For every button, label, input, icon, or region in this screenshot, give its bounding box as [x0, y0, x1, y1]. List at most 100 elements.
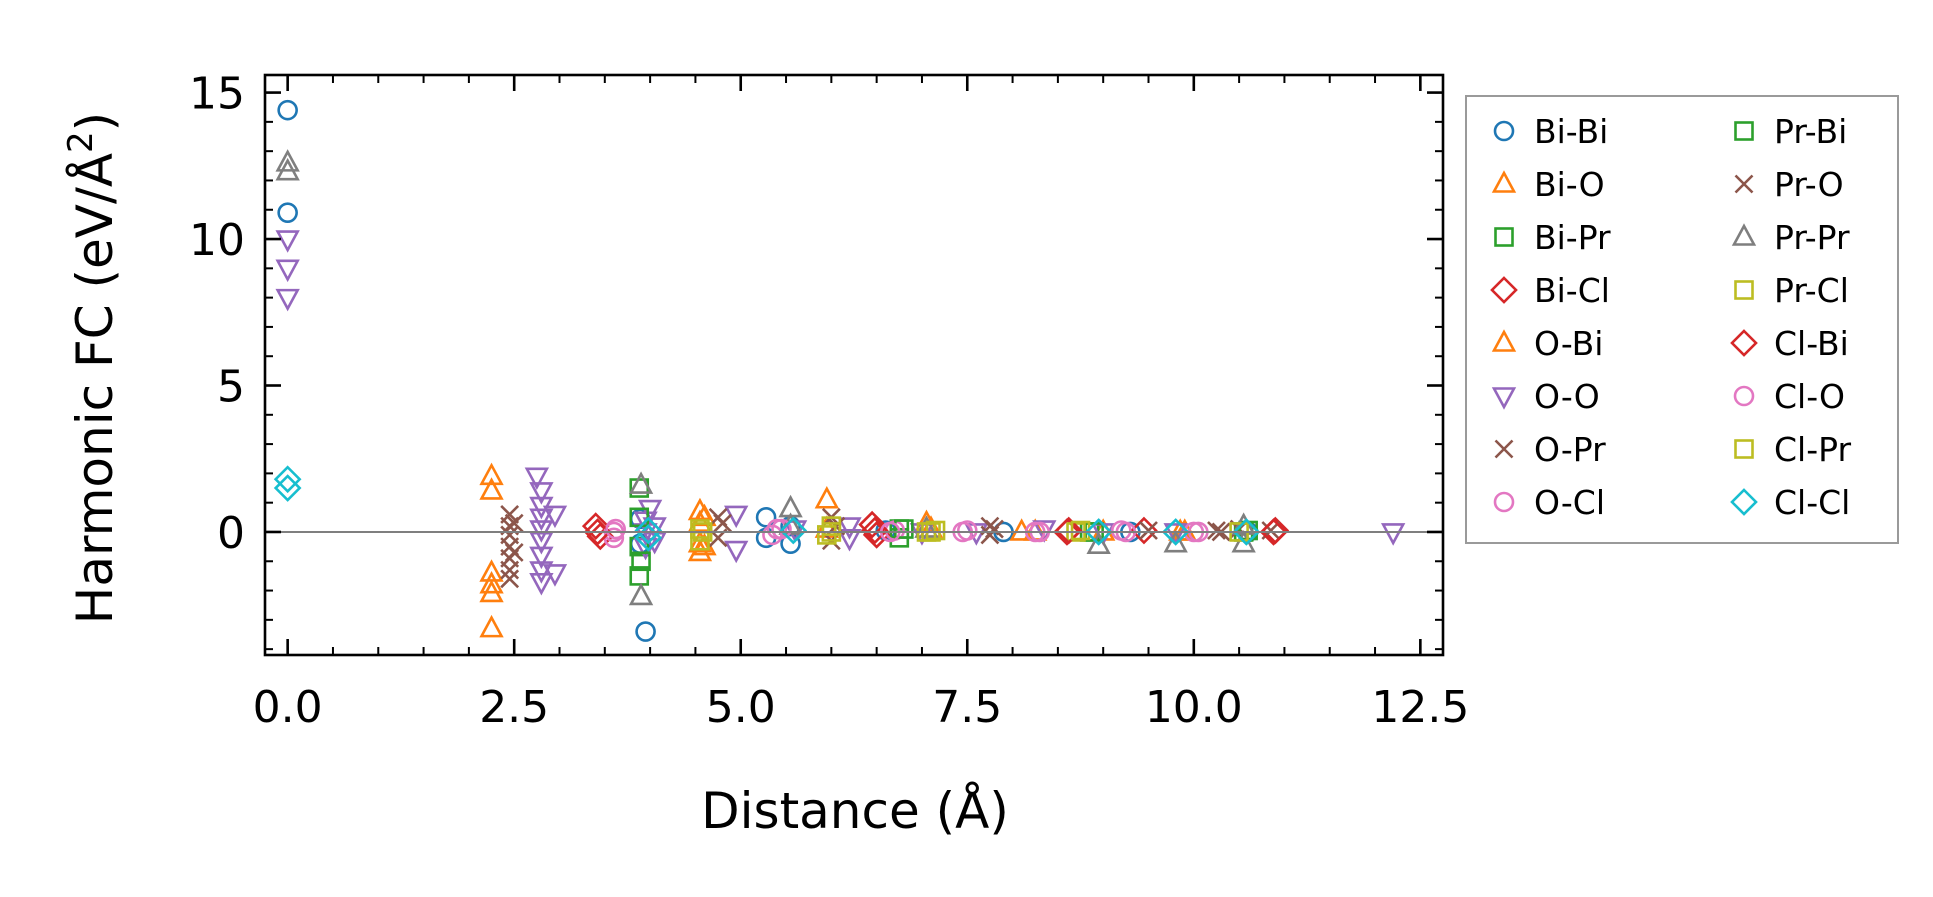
- data-point: [500, 569, 520, 589]
- data-point: [894, 519, 914, 539]
- legend-label: O-Pr: [1534, 430, 1606, 469]
- legend-label: O-O: [1534, 377, 1600, 416]
- legend-item: Pr-Cl: [1734, 271, 1849, 310]
- legend-label: Pr-Pr: [1774, 218, 1850, 257]
- legend-label: Bi-Bi: [1534, 112, 1608, 151]
- legend-marker: [1734, 439, 1754, 459]
- data-point: [1259, 518, 1288, 546]
- y-axis-label: Harmonic FC (eV/Å2): [61, 112, 124, 624]
- legend-item: Bi-Pr: [1494, 218, 1611, 257]
- data-point: [1161, 518, 1190, 546]
- data-point: [637, 499, 663, 523]
- legend-item: Cl-Cl: [1730, 483, 1850, 522]
- data-point: [1086, 531, 1111, 554]
- legend-marker: [1730, 488, 1758, 516]
- x-tick-label: 10.0: [1145, 682, 1243, 733]
- data-point: [479, 462, 504, 486]
- legend-marker: [1734, 121, 1754, 141]
- legend-label: Cl-Pr: [1774, 430, 1851, 469]
- data-point: [273, 465, 302, 494]
- data-point: [277, 99, 298, 121]
- data-point: [713, 513, 733, 533]
- data-point: [504, 543, 524, 562]
- data-point: [631, 551, 651, 572]
- data-point: [275, 149, 300, 172]
- legend-marker: [1494, 227, 1514, 247]
- legend-marker: [1490, 276, 1518, 304]
- data-point: [529, 520, 554, 543]
- legend-marker: [1731, 223, 1757, 246]
- legend-marker: [1491, 329, 1517, 352]
- data-point: [529, 482, 554, 505]
- data-point: [529, 572, 554, 596]
- data-point: [1054, 516, 1083, 545]
- data-point: [1163, 529, 1188, 553]
- data-point: [542, 564, 568, 587]
- x-axis-ticks: 0.0 2.5 5.0 7.5 10.0 12.5: [253, 75, 1469, 733]
- legend-label: Bi-Pr: [1534, 218, 1611, 257]
- legend: Bi-Bi Bi-O Bi-Pr Bi-Cl O-Bi O-O O-Pr O-Cl Pr-Bi P…: [1465, 95, 1899, 544]
- legend-item: Pr-Pr: [1731, 218, 1850, 257]
- data-point: [779, 516, 808, 545]
- data-point: [524, 467, 550, 491]
- data-point: [629, 566, 650, 586]
- legend-marker: [1491, 170, 1517, 193]
- data-point: [858, 510, 886, 539]
- legend-item: Pr-Bi: [1734, 112, 1847, 151]
- data-point: [277, 202, 298, 223]
- x-tick-label: 12.5: [1371, 682, 1469, 733]
- data-point: [1139, 521, 1158, 540]
- legend-label: O-Bi: [1534, 324, 1603, 363]
- legend-item: O-Pr: [1494, 430, 1606, 469]
- data-point: [635, 621, 656, 642]
- series-cl-cl: [273, 465, 1261, 552]
- legend-marker: [1734, 280, 1754, 300]
- legend-item: Bi-O: [1491, 165, 1605, 204]
- data-point: [1232, 518, 1261, 546]
- legend-marker: [1730, 329, 1758, 357]
- plot-frame: [263, 73, 1445, 657]
- y-tick-label: 5: [217, 362, 245, 413]
- legend-label: O-Cl: [1534, 483, 1605, 522]
- data-point: [724, 540, 749, 564]
- legend-item: Cl-Pr: [1734, 430, 1851, 469]
- data-point: [755, 507, 777, 528]
- data-point: [479, 614, 504, 638]
- legend-marker: [1493, 491, 1515, 513]
- data-point: [275, 259, 300, 283]
- legend-box: [1465, 95, 1899, 544]
- data-point: [529, 531, 554, 555]
- x-axis-label: Distance (Å): [701, 782, 1009, 840]
- legend-label: Pr-Cl: [1774, 271, 1849, 310]
- data-point: [925, 520, 946, 541]
- legend-marker: [1493, 120, 1515, 142]
- legend-label: Bi-Cl: [1534, 271, 1610, 310]
- data-point: [692, 503, 717, 527]
- legend-label: Bi-O: [1534, 165, 1605, 204]
- data-point: [1084, 518, 1113, 546]
- legend-item: O-Bi: [1491, 324, 1603, 363]
- data-point: [628, 471, 654, 494]
- legend-item: Cl-O: [1733, 377, 1845, 416]
- legend-item: Bi-Bi: [1493, 112, 1608, 151]
- legend-label: Pr-Bi: [1774, 112, 1847, 151]
- data-point: [814, 486, 839, 509]
- data-point: [837, 529, 862, 552]
- legend-label: Cl-O: [1774, 377, 1845, 416]
- legend-item: Pr-O: [1734, 165, 1844, 204]
- x-tick-label: 5.0: [706, 682, 776, 733]
- data-point: [275, 288, 300, 312]
- data-point: [529, 546, 554, 570]
- legend-label: Cl-Cl: [1774, 483, 1850, 522]
- y-tick-label: 0: [217, 508, 245, 559]
- data-point: [542, 505, 568, 529]
- legend-label: Cl-Bi: [1774, 324, 1849, 363]
- data-point: [529, 508, 554, 532]
- legend-item: Bi-Cl: [1490, 271, 1610, 310]
- data-point: [1111, 520, 1132, 541]
- data-point: [275, 157, 300, 181]
- legend-marker: [1491, 387, 1517, 410]
- data-point: [504, 513, 524, 533]
- legend-item: O-Cl: [1493, 483, 1605, 522]
